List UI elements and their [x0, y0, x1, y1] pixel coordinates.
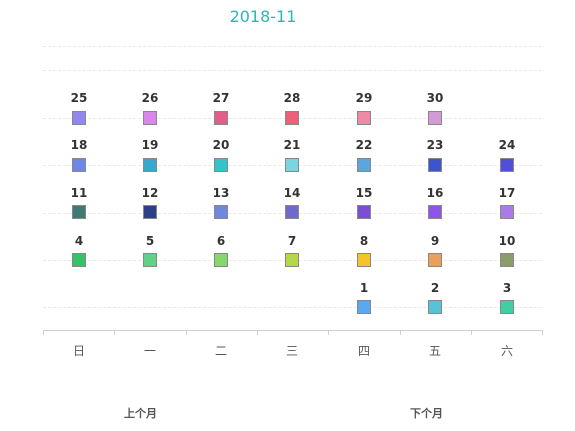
- day-number: 27: [212, 91, 230, 105]
- day-color-box[interactable]: [72, 158, 86, 172]
- day-color-box[interactable]: [357, 158, 371, 172]
- next-month-button[interactable]: 下个月: [410, 407, 443, 420]
- day-color-box[interactable]: [72, 111, 86, 125]
- day-number: 29: [355, 91, 373, 105]
- day-color-box[interactable]: [500, 300, 514, 314]
- day-color-box[interactable]: [72, 253, 86, 267]
- day-color-box[interactable]: [285, 205, 299, 219]
- axis-tick: [471, 330, 472, 335]
- day-number: 5: [145, 234, 155, 248]
- day-color-box[interactable]: [214, 111, 228, 125]
- day-number: 1: [359, 281, 369, 295]
- gridline: [43, 70, 542, 71]
- axis-tick: [542, 330, 543, 335]
- day-color-box[interactable]: [357, 111, 371, 125]
- day-number: 11: [70, 186, 88, 200]
- day-number: 7: [287, 234, 297, 248]
- day-color-box[interactable]: [428, 205, 442, 219]
- day-color-box[interactable]: [72, 205, 86, 219]
- day-number: 26: [141, 91, 159, 105]
- day-number: 10: [498, 234, 516, 248]
- day-color-box[interactable]: [214, 205, 228, 219]
- day-number: 3: [502, 281, 512, 295]
- day-color-box[interactable]: [214, 158, 228, 172]
- weekday-label: 四: [357, 344, 370, 358]
- day-number: 19: [141, 138, 159, 152]
- day-number: 2: [430, 281, 440, 295]
- day-number: 16: [426, 186, 444, 200]
- day-color-box[interactable]: [143, 205, 157, 219]
- day-color-box[interactable]: [428, 253, 442, 267]
- day-color-box[interactable]: [500, 253, 514, 267]
- day-number: 6: [216, 234, 226, 248]
- day-color-box[interactable]: [285, 253, 299, 267]
- day-color-box[interactable]: [428, 158, 442, 172]
- gridline: [43, 46, 542, 47]
- weekday-label: 一: [143, 344, 156, 358]
- day-color-box[interactable]: [357, 205, 371, 219]
- day-number: 30: [426, 91, 444, 105]
- axis-tick: [400, 330, 401, 335]
- day-number: 12: [141, 186, 159, 200]
- weekday-label: 六: [500, 344, 513, 358]
- day-color-box[interactable]: [143, 158, 157, 172]
- day-number: 24: [498, 138, 516, 152]
- day-number: 13: [212, 186, 230, 200]
- day-number: 9: [430, 234, 440, 248]
- day-color-box[interactable]: [428, 300, 442, 314]
- day-color-box[interactable]: [214, 253, 228, 267]
- weekday-label: 三: [285, 344, 298, 358]
- day-number: 18: [70, 138, 88, 152]
- day-number: 28: [283, 91, 301, 105]
- weekday-label: 二: [214, 344, 227, 358]
- day-number: 4: [74, 234, 84, 248]
- day-color-box[interactable]: [500, 205, 514, 219]
- weekday-label: 五: [428, 344, 441, 358]
- day-color-box[interactable]: [143, 111, 157, 125]
- day-color-box[interactable]: [357, 300, 371, 314]
- day-color-box[interactable]: [143, 253, 157, 267]
- axis-tick: [328, 330, 329, 335]
- day-number: 20: [212, 138, 230, 152]
- day-color-box[interactable]: [500, 158, 514, 172]
- prev-month-button[interactable]: 上个月: [124, 407, 157, 420]
- day-number: 8: [359, 234, 369, 248]
- gridline: [43, 307, 542, 308]
- day-color-box[interactable]: [428, 111, 442, 125]
- day-number: 15: [355, 186, 373, 200]
- day-number: 21: [283, 138, 301, 152]
- day-number: 22: [355, 138, 373, 152]
- day-number: 17: [498, 186, 516, 200]
- day-number: 25: [70, 91, 88, 105]
- day-color-box[interactable]: [357, 253, 371, 267]
- day-color-box[interactable]: [285, 111, 299, 125]
- month-title: 2018-11: [229, 7, 297, 26]
- day-color-box[interactable]: [285, 158, 299, 172]
- weekday-label: 日: [72, 344, 85, 358]
- axis-tick: [114, 330, 115, 335]
- x-axis: [43, 330, 542, 331]
- day-number: 14: [283, 186, 301, 200]
- axis-tick: [43, 330, 44, 335]
- axis-tick: [257, 330, 258, 335]
- axis-tick: [186, 330, 187, 335]
- day-number: 23: [426, 138, 444, 152]
